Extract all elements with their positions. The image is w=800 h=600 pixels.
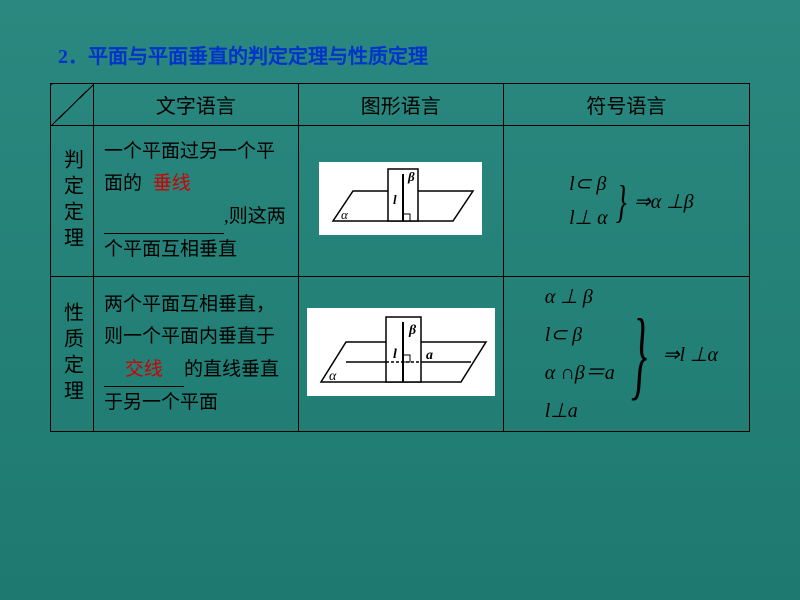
title-text: 平面与平面垂直的判定定理与性质定理 — [88, 46, 428, 68]
svg-text:α: α — [329, 369, 337, 384]
col-header-figure: 图形语言 — [298, 84, 503, 126]
col-header-symbol: 符号语言 — [503, 84, 749, 126]
row1-blank-answer: 垂线 — [153, 173, 191, 194]
svg-text:β: β — [407, 169, 415, 184]
svg-text:l: l — [393, 192, 397, 207]
brace-icon: } — [615, 175, 626, 228]
perpendicular-planes-intersection-icon: α β l a — [311, 312, 491, 392]
title-number: 2． — [58, 46, 88, 68]
row1-symbols: l⊂ β l⊥ α } ⇒α ⊥β — [503, 126, 749, 277]
row2-figure: α β l a — [298, 277, 503, 432]
perpendicular-planes-icon: α β l — [323, 166, 478, 231]
row-judgment-theorem: 判定定理 一个平面过另一个平面的 垂线 ,则这两个平面互相垂直 α β — [51, 126, 750, 277]
corner-diagonal — [51, 84, 94, 126]
row1-description: 一个平面过另一个平面的 垂线 ,则这两个平面互相垂直 — [93, 126, 298, 277]
row1-blank-line — [104, 201, 224, 234]
row2-label: 性质定理 — [51, 277, 94, 432]
svg-text:a: a — [426, 348, 433, 363]
row1-figure: α β l — [298, 126, 503, 277]
row2-description: 两个平面互相垂直，则一个平面内垂直于交线的直线垂直于另一个平面 — [93, 277, 298, 432]
svg-text:α: α — [341, 207, 349, 222]
theorem-table: 文字语言 图形语言 符号语言 判定定理 一个平面过另一个平面的 垂线 ,则这两个… — [50, 83, 750, 432]
svg-text:β: β — [408, 323, 417, 338]
slide-title: 2．平面与平面垂直的判定定理与性质定理 — [58, 40, 750, 69]
brace-icon: } — [631, 314, 647, 394]
row2-symbols: α ⊥ β l⊂ β α ∩β＝a l⊥a } ⇒l ⊥α — [503, 277, 749, 432]
row2-blank-line: 交线 — [104, 354, 184, 387]
row-property-theorem: 性质定理 两个平面互相垂直，则一个平面内垂直于交线的直线垂直于另一个平面 α — [51, 277, 750, 432]
col-header-text: 文字语言 — [93, 84, 298, 126]
row1-label: 判定定理 — [51, 126, 94, 277]
svg-text:l: l — [393, 347, 397, 362]
row2-blank-answer: 交线 — [125, 359, 163, 380]
